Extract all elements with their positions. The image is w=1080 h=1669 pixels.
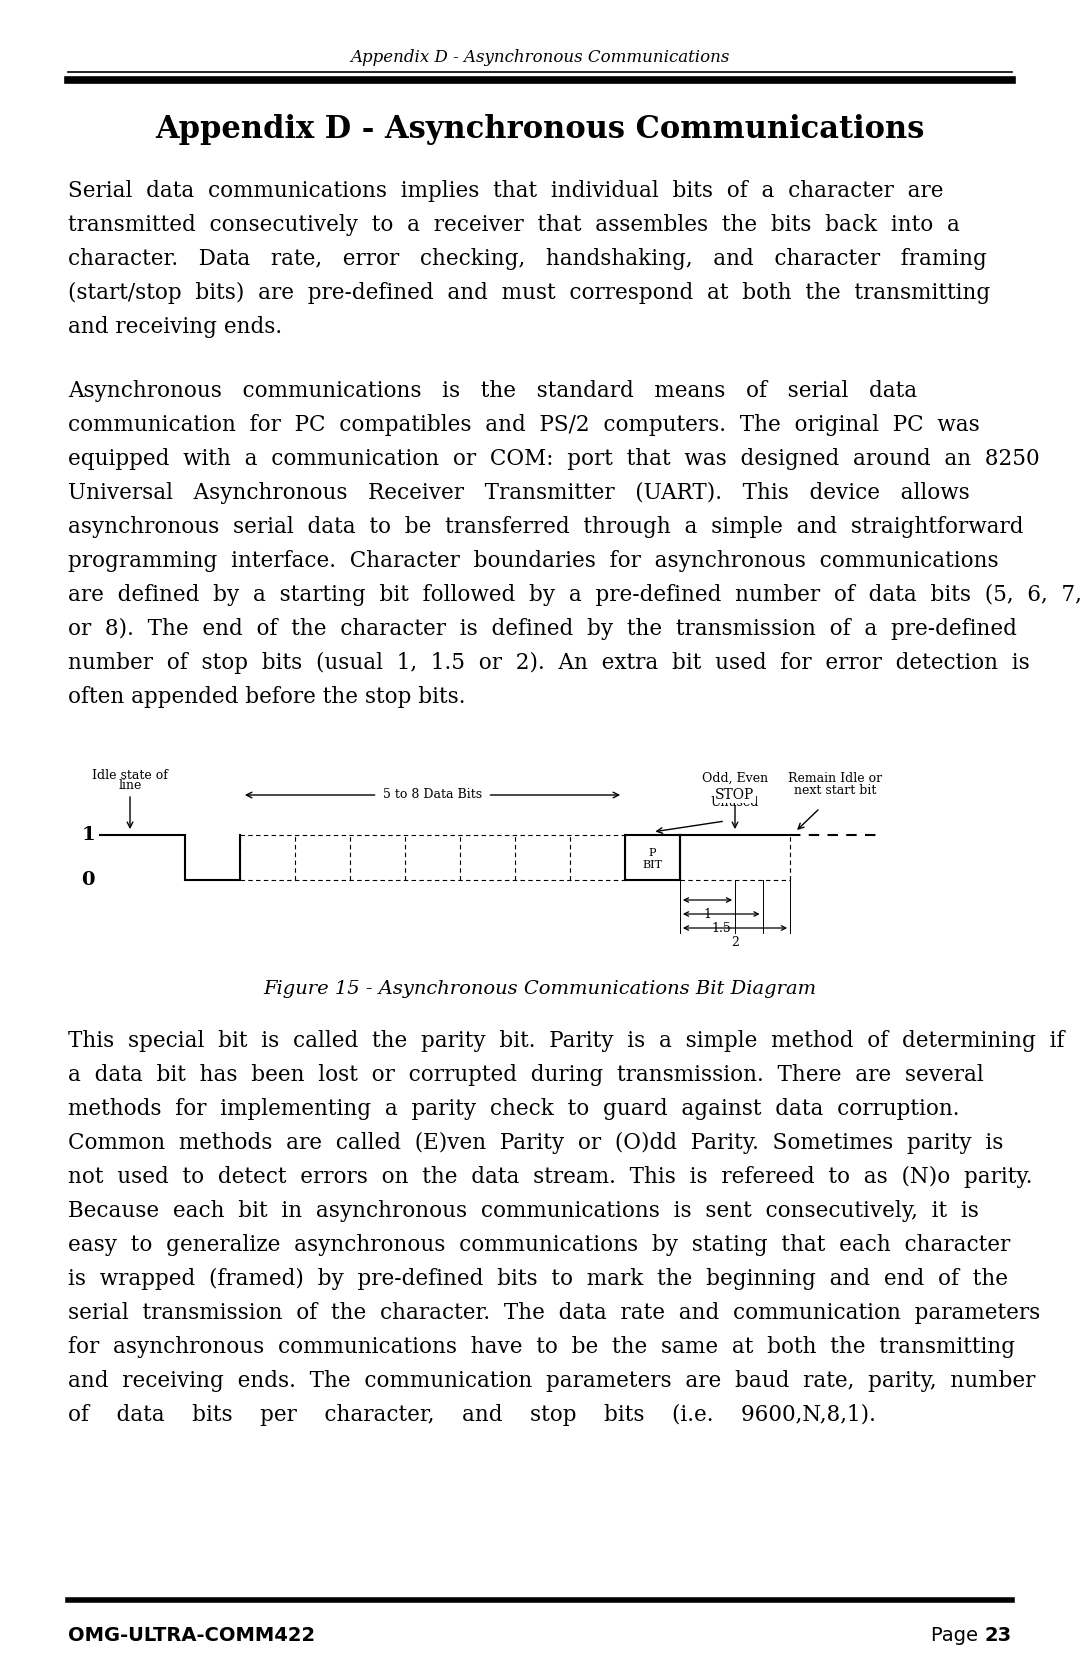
- Text: Appendix D - Asynchronous Communications: Appendix D - Asynchronous Communications: [156, 115, 924, 145]
- Text: Page: Page: [931, 1626, 984, 1644]
- Text: Universal   Asynchronous   Receiver   Transmitter   (UART).   This   device   al: Universal Asynchronous Receiver Transmit…: [68, 482, 970, 504]
- Text: serial  transmission  of  the  character.  The  data  rate  and  communication  : serial transmission of the character. Th…: [68, 1302, 1040, 1324]
- Text: a  data  bit  has  been  lost  or  corrupted  during  transmission.  There  are : a data bit has been lost or corrupted du…: [68, 1065, 984, 1087]
- Text: methods  for  implementing  a  parity  check  to  guard  against  data  corrupti: methods for implementing a parity check …: [68, 1098, 959, 1120]
- Text: 5 to 8 Data Bits: 5 to 8 Data Bits: [383, 788, 482, 801]
- Text: not  used  to  detect  errors  on  the  data  stream.  This  is  refereed  to  a: not used to detect errors on the data st…: [68, 1167, 1032, 1188]
- Text: equipped  with  a  communication  or  COM:  port  that  was  designed  around  a: equipped with a communication or COM: po…: [68, 447, 1040, 471]
- Text: line: line: [119, 779, 141, 793]
- Text: or  8).  The  end  of  the  character  is  defined  by  the  transmission  of  a: or 8). The end of the character is defin…: [68, 618, 1017, 641]
- Text: Appendix D - Asynchronous Communications: Appendix D - Asynchronous Communications: [350, 50, 730, 67]
- Text: Because  each  bit  in  asynchronous  communications  is  sent  consecutively,  : Because each bit in asynchronous communi…: [68, 1200, 978, 1222]
- Text: and  receiving  ends.  The  communication  parameters  are  baud  rate,  parity,: and receiving ends. The communication pa…: [68, 1370, 1036, 1392]
- Text: Figure 15 - Asynchronous Communications Bit Diagram: Figure 15 - Asynchronous Communications …: [264, 980, 816, 998]
- Text: Remain Idle or: Remain Idle or: [788, 773, 882, 784]
- Text: are  defined  by  a  starting  bit  followed  by  a  pre-defined  number  of  da: are defined by a starting bit followed b…: [68, 584, 1080, 606]
- Text: and receiving ends.: and receiving ends.: [68, 315, 282, 339]
- Text: 2: 2: [731, 936, 739, 950]
- Text: P: P: [649, 848, 657, 858]
- Text: easy  to  generalize  asynchronous  communications  by  stating  that  each  cha: easy to generalize asynchronous communic…: [68, 1233, 1010, 1257]
- Text: Unused: Unused: [711, 796, 759, 809]
- Text: 23: 23: [985, 1626, 1012, 1644]
- Text: programming  interface.  Character  boundaries  for  asynchronous  communication: programming interface. Character boundar…: [68, 551, 999, 572]
- Text: character.   Data   rate,   error   checking,   handshaking,   and   character  : character. Data rate, error checking, ha…: [68, 249, 987, 270]
- Text: Asynchronous   communications   is   the   standard   means   of   serial   data: Asynchronous communications is the stand…: [68, 381, 917, 402]
- Text: Idle state of: Idle state of: [92, 769, 167, 783]
- Text: This  special  bit  is  called  the  parity  bit.  Parity  is  a  simple  method: This special bit is called the parity bi…: [68, 1030, 1065, 1051]
- Text: is  wrapped  (framed)  by  pre-defined  bits  to  mark  the  beginning  and  end: is wrapped (framed) by pre-defined bits …: [68, 1268, 1008, 1290]
- Text: often appended before the stop bits.: often appended before the stop bits.: [68, 686, 465, 708]
- Text: transmitted  consecutively  to  a  receiver  that  assembles  the  bits  back  i: transmitted consecutively to a receiver …: [68, 214, 960, 235]
- Text: 0: 0: [81, 871, 95, 890]
- Text: of    data    bits    per    character,    and    stop    bits    (i.e.    9600,: of data bits per character, and stop bit…: [68, 1404, 876, 1425]
- Text: or: or: [728, 784, 742, 798]
- Text: Common  methods  are  called  (E)ven  Parity  or  (O)dd  Parity.  Sometimes  par: Common methods are called (E)ven Parity …: [68, 1132, 1003, 1153]
- Text: (start/stop  bits)  are  pre-defined  and  must  correspond  at  both  the  tran: (start/stop bits) are pre-defined and mu…: [68, 282, 990, 304]
- Text: number  of  stop  bits  (usual  1,  1.5  or  2).  An  extra  bit  used  for  err: number of stop bits (usual 1, 1.5 or 2).…: [68, 653, 1029, 674]
- Text: 1: 1: [703, 908, 712, 921]
- Text: asynchronous  serial  data  to  be  transferred  through  a  simple  and  straig: asynchronous serial data to be transferr…: [68, 516, 1024, 537]
- Text: 1: 1: [81, 826, 95, 845]
- Text: OMG-ULTRA-COMM422: OMG-ULTRA-COMM422: [68, 1626, 315, 1644]
- Text: 1.5: 1.5: [712, 921, 731, 935]
- Text: next start bit: next start bit: [794, 784, 876, 798]
- Text: for  asynchronous  communications  have  to  be  the  same  at  both  the  trans: for asynchronous communications have to …: [68, 1335, 1015, 1359]
- Text: communication  for  PC  compatibles  and  PS/2  computers.  The  original  PC  w: communication for PC compatibles and PS/…: [68, 414, 980, 436]
- Text: BIT: BIT: [643, 860, 662, 870]
- Text: Serial  data  communications  implies  that  individual  bits  of  a  character : Serial data communications implies that …: [68, 180, 944, 202]
- Text: Odd, Even: Odd, Even: [702, 773, 768, 784]
- Text: STOP: STOP: [715, 788, 755, 803]
